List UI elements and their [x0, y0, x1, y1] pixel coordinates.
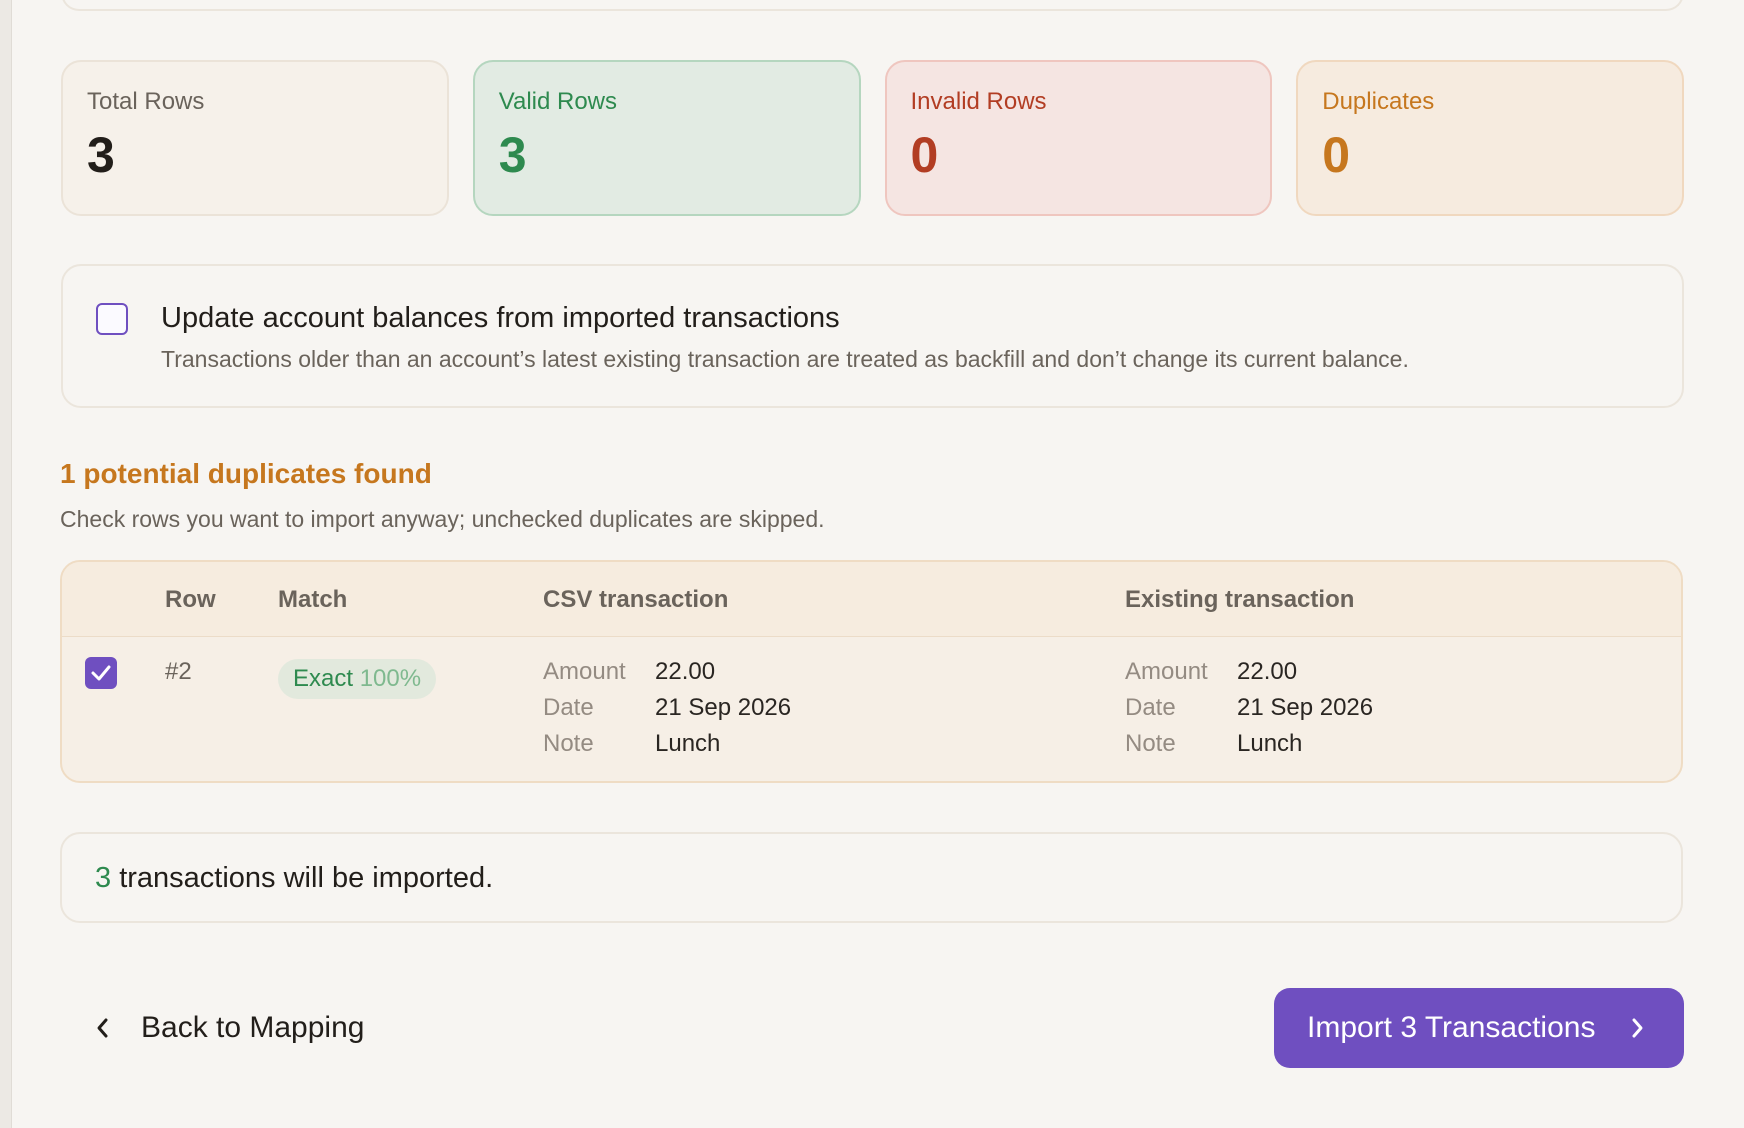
duplicates-title: 1 potential duplicates found — [60, 458, 432, 489]
existing-date-value: 21 Sep 2026 — [1237, 694, 1374, 721]
stat-valid-rows: Valid Rows 3 — [472, 60, 861, 216]
existing-date-label: Date — [1125, 694, 1176, 721]
match-label: Exact — [293, 665, 354, 692]
csv-amount-label: Amount — [543, 658, 626, 685]
match-badge: Exact 100% — [278, 659, 437, 699]
summary-text: 3 transactions will be imported. — [95, 862, 493, 895]
table-header: Row Match CSV transaction Existing trans… — [62, 562, 1681, 637]
existing-note-value: Lunch — [1237, 730, 1303, 757]
update-balances-description: Transactions older than an account’s lat… — [161, 346, 1409, 372]
column-header-csv: CSV transaction — [543, 586, 729, 613]
summary-message: transactions will be imported. — [119, 862, 494, 894]
import-summary: 3 transactions will be imported. — [60, 832, 1683, 923]
chevron-right-icon — [1632, 1018, 1643, 1038]
stat-value: 3 — [498, 127, 527, 183]
import-transactions-label: Import 3 Transactions — [1307, 1011, 1596, 1044]
stat-duplicates: Duplicates 0 — [1296, 60, 1684, 216]
stat-label: Invalid Rows — [910, 88, 1047, 115]
update-balances-option: Update account balances from imported tr… — [61, 264, 1684, 408]
import-transactions-button[interactable]: Import 3 Transactions — [1274, 988, 1684, 1068]
row-number: #2 — [165, 658, 192, 685]
chevron-left-icon — [97, 1018, 108, 1038]
existing-amount-label: Amount — [1125, 658, 1208, 685]
csv-amount-value: 22.00 — [655, 658, 716, 685]
column-header-existing: Existing transaction — [1125, 586, 1355, 613]
existing-amount-value: 22.00 — [1237, 658, 1298, 685]
csv-date-label: Date — [543, 694, 594, 721]
csv-date-value: 21 Sep 2026 — [655, 694, 792, 721]
stat-value: 0 — [1322, 127, 1351, 183]
stat-invalid-rows: Invalid Rows 0 — [884, 60, 1273, 216]
back-to-mapping-button[interactable]: Back to Mapping — [93, 1003, 364, 1053]
check-icon — [91, 665, 111, 681]
existing-note-label: Note — [1125, 730, 1176, 757]
update-balances-title[interactable]: Update account balances from imported tr… — [161, 302, 840, 334]
stat-label: Total Rows — [87, 88, 205, 115]
column-header-row: Row — [165, 586, 216, 613]
csv-note-value: Lunch — [655, 730, 721, 757]
stats-row: Total Rows 3 Valid Rows 3 Invalid Rows 0… — [61, 60, 1684, 216]
summary-count: 3 — [95, 862, 112, 894]
stat-label: Valid Rows — [498, 88, 618, 115]
match-percent: 100% — [359, 665, 422, 692]
stat-value: 0 — [910, 127, 939, 183]
update-balances-checkbox[interactable] — [96, 303, 128, 335]
duplicates-table: Row Match CSV transaction Existing trans… — [60, 560, 1683, 783]
previous-card-edge — [61, 0, 1684, 11]
back-to-mapping-label: Back to Mapping — [141, 1011, 365, 1044]
stat-value: 3 — [87, 127, 115, 183]
import-anyway-checkbox[interactable] — [85, 657, 117, 689]
duplicates-subtitle: Check rows you want to import anyway; un… — [60, 506, 825, 532]
column-header-match: Match — [278, 586, 348, 613]
stat-total-rows: Total Rows 3 — [61, 60, 449, 216]
csv-note-label: Note — [543, 730, 594, 757]
stat-label: Duplicates — [1322, 88, 1435, 115]
